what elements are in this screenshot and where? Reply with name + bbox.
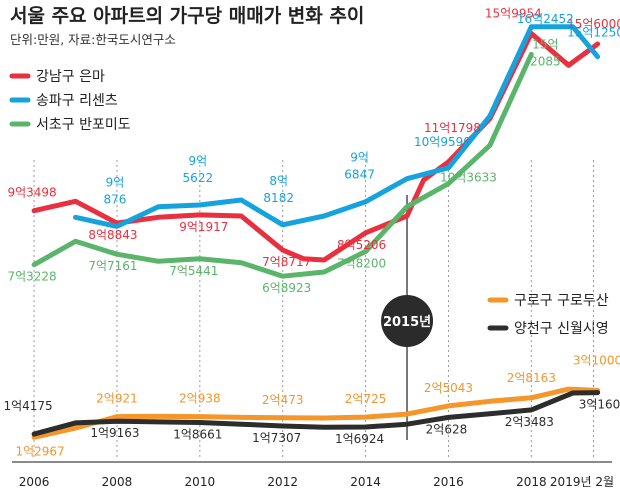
data-label-s2-7: 15억1250 [567, 26, 620, 40]
data-label-s3-6: 10억3633 [440, 171, 497, 185]
legend-label-1: 강남구 은마 [36, 69, 105, 85]
data-label-s1-8: 15억6000 [567, 17, 620, 31]
data-label-s1-5: 8억5206 [337, 238, 386, 252]
data-label-s2-1: 9억 876 [103, 175, 126, 206]
data-labels: 9억3498 8억8843 9억1917 7억8717 8억5206 11억1798 15억… [3, 6, 620, 458]
data-label-s3-5: 7억8200 [337, 256, 386, 270]
data-label-s4-6: 2억5043 [424, 381, 473, 395]
x-axis: 2006 2008 2010 2012 2014 2016 2018 2019년 2월 [12, 461, 614, 489]
data-label-s1-6: 11억1798 [424, 121, 481, 135]
chart-title: 서울 주요 아파트의 가구당 매매가 변화 추이 [10, 5, 364, 27]
data-label-s5-8: 3억160 [579, 398, 620, 412]
x-tick-label-3: 2010 [185, 475, 216, 489]
data-label-s4-5: 2억725 [345, 392, 387, 406]
data-label-s5-1: 1억4175 [3, 399, 52, 413]
data-label-s1-7: 15억9954 [485, 6, 542, 20]
data-label-s1-1: 9억3498 [7, 186, 56, 200]
data-label-s5-2: 1억9163 [90, 426, 139, 440]
data-label-s3-7: 15억 2085 [530, 37, 561, 68]
data-label-s5-6: 2억628 [426, 422, 468, 436]
data-label-s4-2: 2억921 [96, 392, 138, 406]
data-label-s2-5: 10억9590 [414, 135, 471, 149]
series-line-2 [73, 24, 601, 229]
data-label-s3-4: 6억8923 [262, 281, 311, 295]
x-tick-label-2: 2008 [102, 475, 133, 489]
series-line-4 [31, 386, 601, 440]
data-label-s4-1: 1억2967 [15, 444, 64, 458]
annotation-badge [381, 295, 434, 347]
chart-subtitle: 단위:만원, 자료:한국도시연구소 [10, 32, 176, 47]
legend-label-3: 서초구 반포미도 [36, 117, 131, 133]
x-tick-label-5: 2014 [350, 475, 381, 489]
x-tick-label-8: 2019년 2월 [550, 475, 614, 489]
annotation-label: 2015년 [383, 315, 431, 330]
legend-label-5: 양천구 신월시영 [514, 321, 609, 337]
data-label-s4-8: 3억1000 [573, 353, 620, 367]
data-label-s3-3: 7억5441 [169, 264, 218, 278]
data-label-s5-3: 1억8661 [173, 427, 222, 441]
data-label-s2-3: 8억 8182 [263, 174, 294, 205]
data-label-s5-7: 2억3483 [505, 415, 554, 429]
x-tick-label-6: 2016 [433, 475, 464, 489]
data-label-s4-7: 2억8163 [507, 371, 556, 385]
legend-label-4: 구로구 구로두산 [514, 293, 609, 309]
data-label-s4-4: 2억473 [262, 393, 304, 407]
series-lines [31, 24, 601, 440]
legend-label-2: 송파구 리센츠 [36, 93, 118, 109]
series-line-3 [31, 51, 534, 279]
data-label-s5-5: 1억6924 [335, 432, 384, 446]
data-label-s3-1: 7억3228 [7, 270, 56, 284]
x-tick-label-7: 2018 [516, 475, 547, 489]
x-tick-label-4: 2012 [267, 475, 298, 489]
data-label-s2-4: 9억 6847 [344, 151, 375, 182]
data-label-s3-2: 7억7161 [88, 259, 137, 273]
annotation-2015: 2015년 [381, 195, 434, 440]
series-line-5 [31, 390, 601, 437]
data-label-s4-3: 2억938 [179, 392, 221, 406]
data-label-s5-4: 1억7307 [252, 431, 301, 445]
data-label-s2-6: 16억2452 [517, 12, 574, 26]
data-label-s1-3: 9억1917 [179, 220, 228, 234]
x-tick-label-1: 2006 [19, 475, 50, 489]
data-label-s1-4: 7억8717 [262, 255, 311, 269]
data-label-s2-2: 9억 5622 [183, 154, 214, 185]
data-label-s1-2: 8억8843 [88, 228, 137, 242]
